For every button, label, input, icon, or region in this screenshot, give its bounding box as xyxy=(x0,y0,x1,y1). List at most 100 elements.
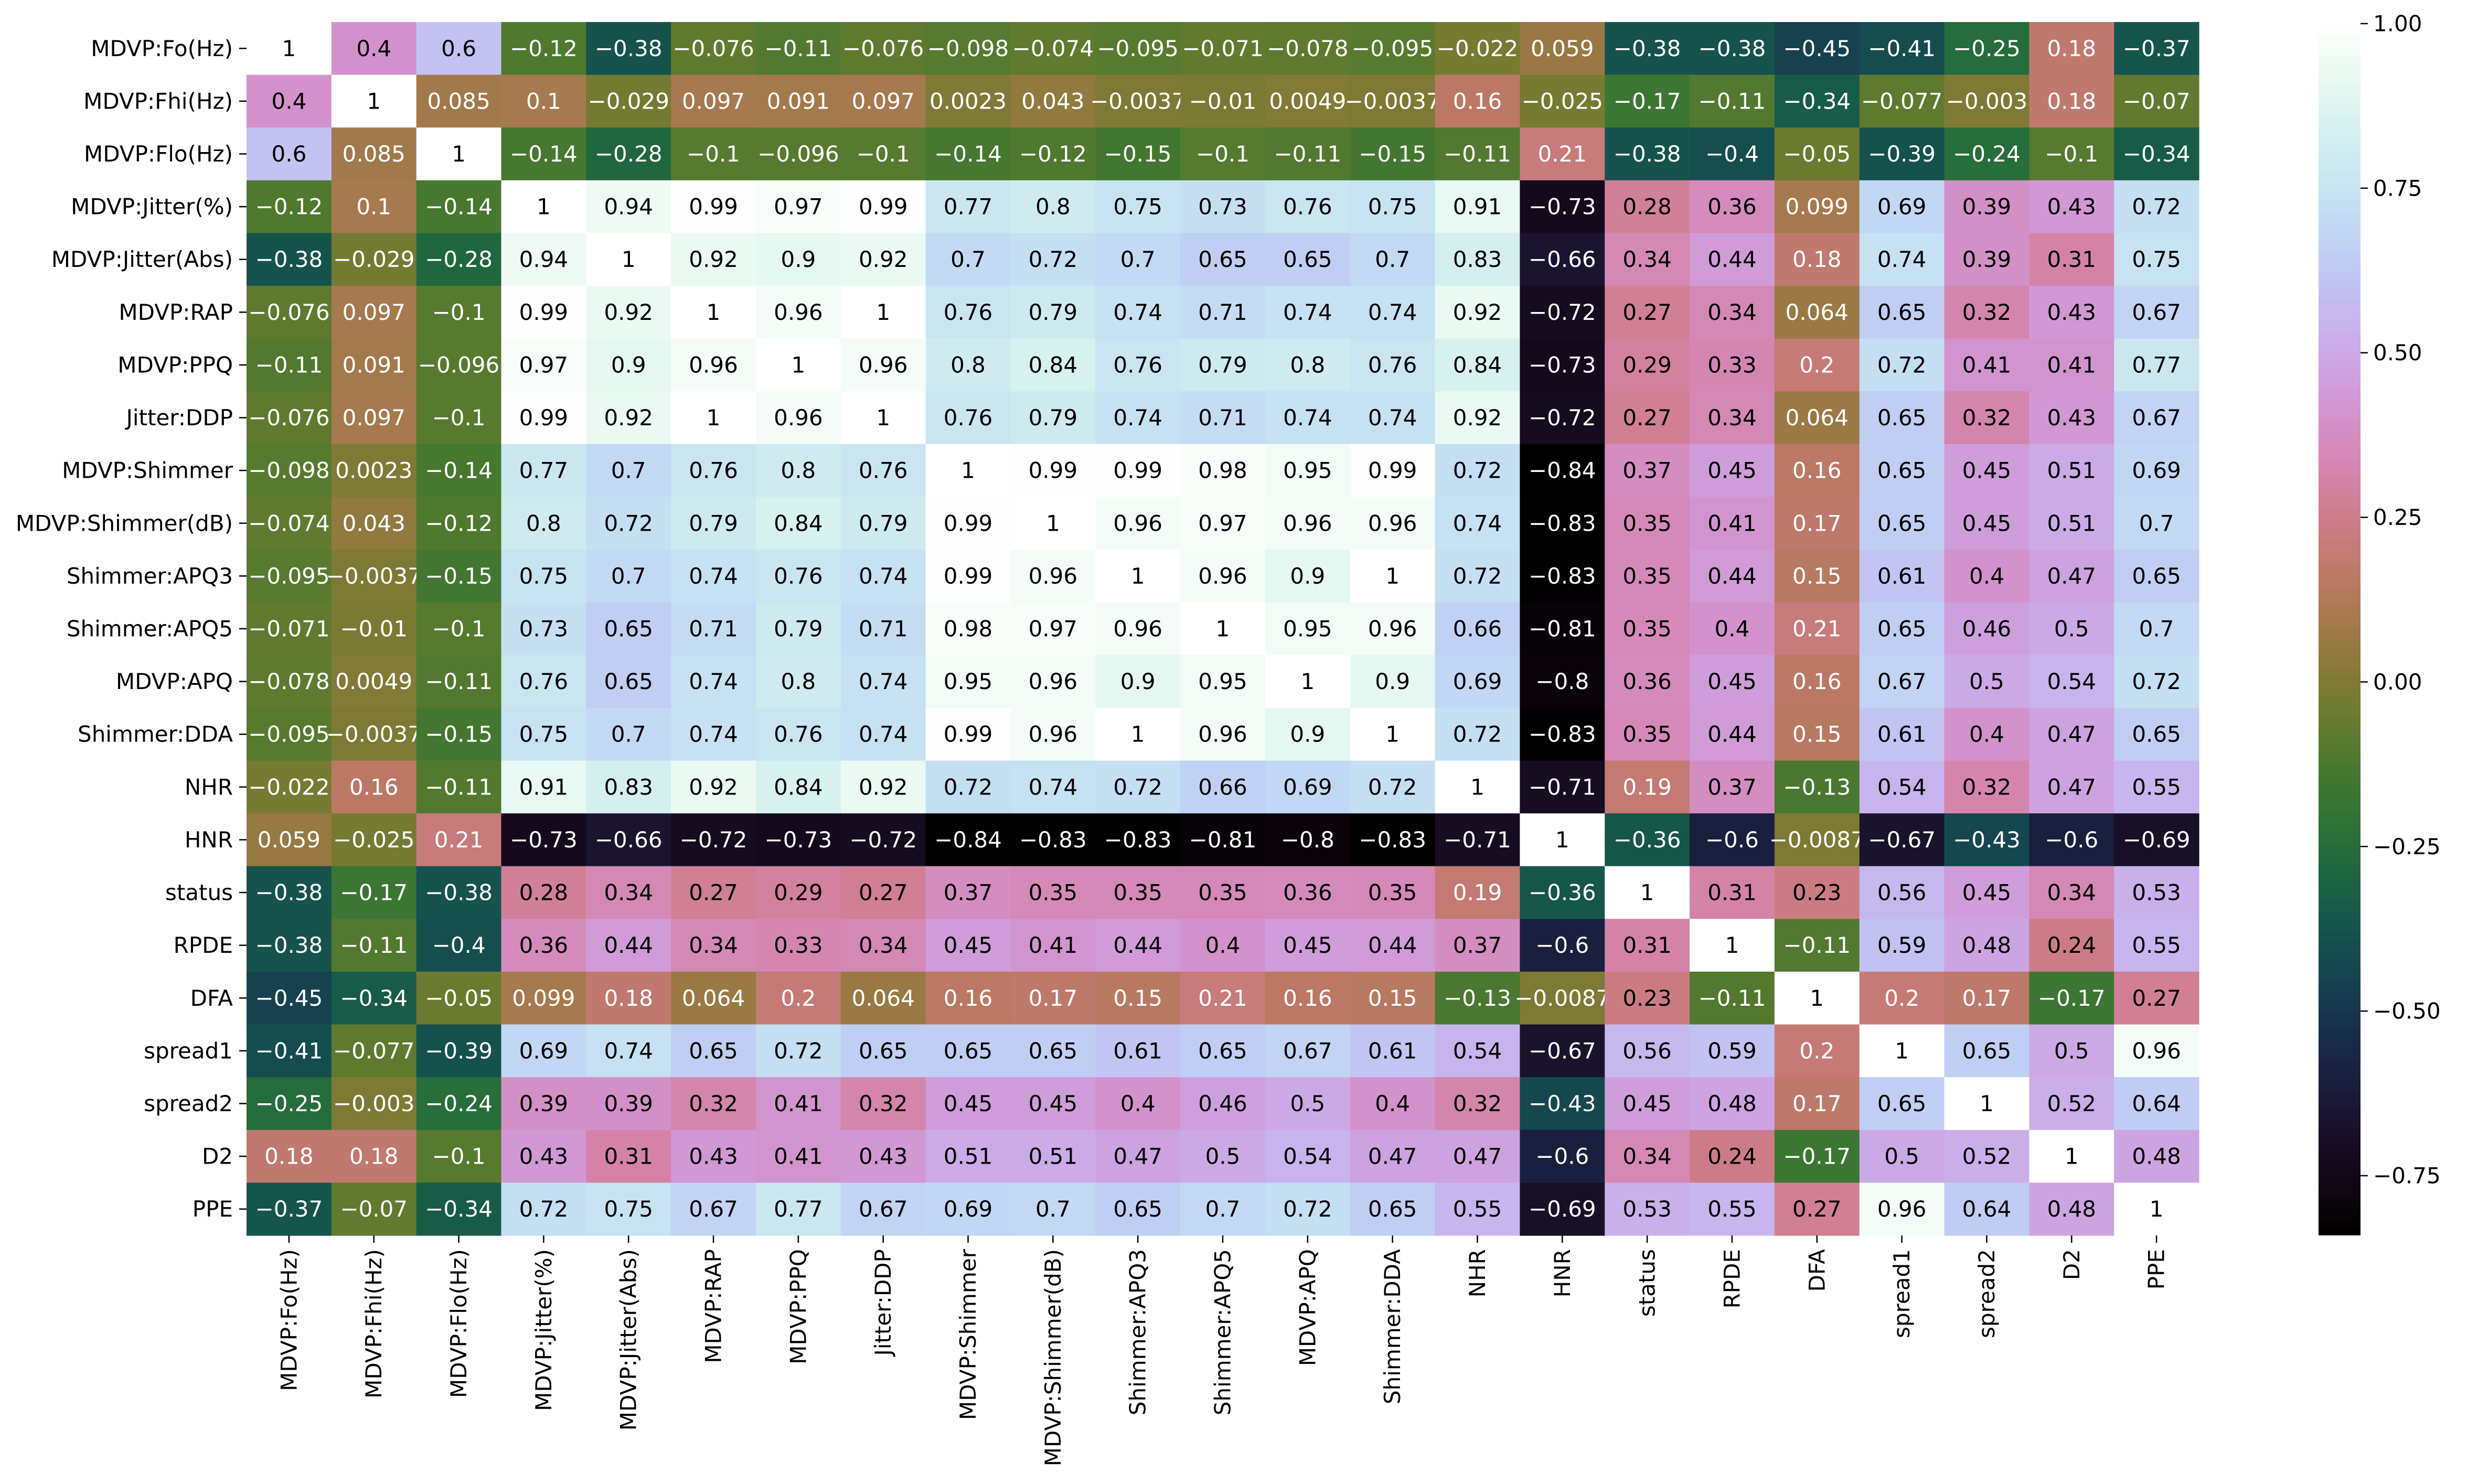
x-tick-label: PPE xyxy=(2144,1249,2170,1289)
heatmap-cell xyxy=(1180,1182,1266,1236)
heatmap-cell xyxy=(247,127,332,181)
cell-annotation: 0.4 xyxy=(1205,932,1241,958)
cell-annotation: 0.34 xyxy=(859,932,908,958)
heatmap-cell xyxy=(2029,971,2114,1025)
cell-annotation: 0.96 xyxy=(1029,669,1078,694)
heatmap-cell xyxy=(1095,1130,1181,1183)
heatmap-cell xyxy=(1435,1130,1520,1183)
colorbar-segment xyxy=(2319,299,2360,307)
colorbar-segment xyxy=(2319,649,2360,657)
colorbar-segment xyxy=(2319,891,2360,899)
heatmap-cell xyxy=(1520,1077,1605,1131)
heatmap-cell xyxy=(1520,813,1605,867)
cell-annotation: 0.2 xyxy=(1884,985,1919,1011)
heatmap-cell xyxy=(1265,74,1351,128)
heatmap-cell xyxy=(416,602,502,655)
cell-annotation: −0.15 xyxy=(1359,141,1426,167)
cell-annotation: 1 xyxy=(1555,827,1569,853)
heatmap-cell xyxy=(247,550,332,603)
heatmap-cell xyxy=(840,127,926,181)
cell-annotation: 0.34 xyxy=(1707,299,1757,325)
heatmap-cell xyxy=(840,338,926,392)
heatmap-cell xyxy=(416,760,502,814)
heatmap-cell xyxy=(1010,127,1096,181)
cell-annotation: 0.064 xyxy=(1786,299,1849,325)
cell-annotation: −0.071 xyxy=(1182,36,1263,61)
heatmap-cell xyxy=(1690,444,1775,498)
heatmap-cell xyxy=(1859,444,1945,498)
heatmap-cell xyxy=(840,707,926,761)
cell-annotation: 0.67 xyxy=(859,1196,908,1222)
heatmap-cell xyxy=(586,602,671,655)
cell-annotation: −0.34 xyxy=(1783,88,1851,114)
cell-annotation: 0.47 xyxy=(1113,1144,1162,1169)
cell-annotation: −0.1 xyxy=(2045,141,2098,167)
heatmap-cell xyxy=(247,866,332,919)
colorbar-segment xyxy=(2319,131,2360,138)
heatmap-cell xyxy=(1180,971,1266,1025)
colorbar-segment xyxy=(2319,1006,2360,1014)
cell-annotation: 0.67 xyxy=(2132,299,2181,325)
heatmap-cell xyxy=(247,1182,332,1236)
colorbar-segment xyxy=(2319,319,2360,327)
heatmap-cell xyxy=(1690,1024,1775,1078)
colorbar-segment xyxy=(2319,205,2360,213)
cell-annotation: 0.18 xyxy=(264,1144,314,1169)
heatmap-cell xyxy=(1095,338,1181,392)
colorbar-segment xyxy=(2319,670,2360,677)
colorbar-segment xyxy=(2319,266,2360,273)
heatmap-cell xyxy=(1859,1024,1945,1078)
cell-annotation: 0.5 xyxy=(1205,1144,1241,1169)
heatmap-cell xyxy=(1095,813,1181,867)
cell-annotation: −0.077 xyxy=(1861,88,1942,114)
heatmap-cell xyxy=(671,233,756,286)
colorbar-segment xyxy=(2319,468,2360,475)
heatmap-cell xyxy=(2029,74,2114,128)
cell-annotation: 0.1 xyxy=(356,194,391,220)
colorbar-segment xyxy=(2319,440,2360,448)
heatmap-cell xyxy=(416,1024,502,1078)
heatmap-cell xyxy=(671,127,756,181)
cell-annotation: 0.18 xyxy=(2047,36,2097,61)
heatmap-cell xyxy=(1774,391,1860,445)
heatmap-cell xyxy=(416,180,502,234)
heatmap-cell xyxy=(1774,971,1860,1025)
heatmap-cell xyxy=(1010,22,1096,76)
cell-annotation: 0.72 xyxy=(1453,722,1502,747)
colorbar-segment xyxy=(2319,737,2360,744)
heatmap-cell xyxy=(1605,391,1690,445)
heatmap-cell xyxy=(1010,74,1096,128)
heatmap-cell xyxy=(1350,602,1436,655)
heatmap-cell xyxy=(2029,1182,2114,1236)
heatmap-cell xyxy=(1944,444,2030,498)
heatmap-cell xyxy=(1265,971,1351,1025)
heatmap-cell xyxy=(1605,180,1690,234)
cell-annotation: 0.27 xyxy=(689,880,738,906)
heatmap-cell xyxy=(1435,866,1520,919)
heatmap-cell xyxy=(755,1024,841,1078)
heatmap-cell xyxy=(1944,707,2030,761)
heatmap-cell xyxy=(247,707,332,761)
heatmap-cell xyxy=(416,338,502,392)
colorbar-segment xyxy=(2319,568,2360,576)
cell-annotation: 0.69 xyxy=(1877,194,1927,220)
y-tick-label: MDVP:RAP xyxy=(119,299,233,325)
heatmap-cell xyxy=(1944,1077,2030,1131)
colorbar-segment xyxy=(2319,98,2360,105)
y-tick-label: Shimmer:APQ3 xyxy=(67,563,233,589)
x-tick-label: DFA xyxy=(1804,1249,1830,1292)
cell-annotation: 0.2 xyxy=(781,985,816,1011)
cell-annotation: −0.28 xyxy=(595,141,663,167)
heatmap-cell xyxy=(755,760,841,814)
heatmap-cell xyxy=(925,1182,1011,1236)
heatmap-cell xyxy=(1180,22,1266,76)
heatmap-cell xyxy=(1265,1077,1351,1131)
cell-annotation: −0.095 xyxy=(1097,36,1178,61)
heatmap-cell xyxy=(1095,286,1181,339)
heatmap-cell xyxy=(586,286,671,339)
cell-annotation: −0.11 xyxy=(1699,88,1766,114)
cell-annotation: 1 xyxy=(537,194,551,220)
heatmap-cell xyxy=(1859,760,1945,814)
cell-annotation: 0.65 xyxy=(1283,246,1332,272)
cell-annotation: −0.38 xyxy=(425,880,493,906)
